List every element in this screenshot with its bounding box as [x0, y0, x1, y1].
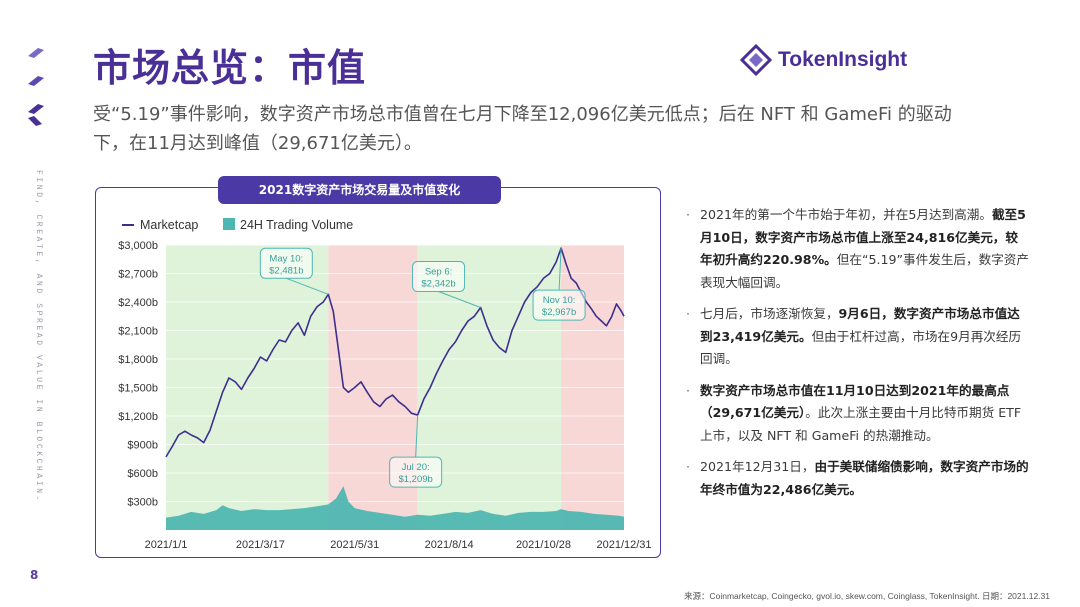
- y-tick-label: $1,800b: [118, 354, 158, 366]
- y-tick-label: $2,100b: [118, 326, 158, 338]
- annotation-leader: [558, 248, 562, 291]
- commentary-highlight: 9月6日，数字资产市场总市值达到23,419亿美元。: [700, 306, 1020, 344]
- annotation-value: $2,967b: [542, 307, 576, 318]
- commentary-list: · 2021年的第一个牛市始于年初，并在5月达到高潮。截至5月10日，数字资产市场…: [684, 204, 1029, 510]
- bullet-dot-icon: ·: [686, 459, 691, 474]
- annotation-date: May 10:: [269, 253, 303, 264]
- commentary-highlight: 由于美联储缩债影响，数字资产市场的年终市值为22,486亿美元。: [700, 459, 1029, 497]
- commentary-item: · 2021年12月31日，由于美联储缩债影响，数字资产市场的年终市值为22,48…: [684, 456, 1029, 501]
- y-tick-label: $1,200b: [118, 411, 158, 423]
- tokeninsight-logo-icon: [740, 44, 773, 76]
- annotation-value: $2,481b: [269, 265, 303, 276]
- side-tagline: FIND, CREATE, AND SPREAD VALUE IN BLOCKC…: [34, 170, 43, 504]
- x-tick-label: 2021/8/14: [425, 539, 474, 551]
- brand-name: TokenInsight: [778, 48, 908, 71]
- x-tick-label: 2021/12/31: [596, 539, 651, 551]
- annotation-value: $1,209b: [398, 474, 432, 485]
- chart-title: 2021数字资产市场交易量及市值变化: [218, 176, 501, 204]
- volume-area: [166, 486, 624, 530]
- y-tick-label: $300b: [127, 497, 158, 509]
- commentary-highlight: 截至5月10日，数字资产市场总市值上涨至24,816亿美元，较年初升高约220.…: [700, 207, 1026, 267]
- commentary-item: · 数字资产市场总市值在11月10日达到2021年的最高点（29,671亿美元）。…: [684, 380, 1029, 448]
- commentary-item: · 2021年的第一个牛市始于年初，并在5月达到高潮。截至5月10日，数字资产市场…: [684, 204, 1029, 294]
- page-title: 市场总览：市值: [93, 46, 367, 90]
- y-tick-label: $3,000b: [118, 240, 158, 252]
- annotation-leader: [286, 277, 329, 295]
- y-tick-label: $1,500b: [118, 383, 158, 395]
- annotation-date: Nov 10:: [543, 295, 576, 306]
- annotation-date: Jul 20:: [402, 462, 430, 473]
- y-tick-label: $900b: [127, 440, 158, 452]
- source-note: 来源：Coinmarketcap, Coingecko, gvol.io, sk…: [684, 591, 1050, 601]
- y-tick-label: $600b: [127, 468, 158, 480]
- bullet-dot-icon: ·: [686, 306, 691, 321]
- annotation-value: $2,342b: [421, 279, 455, 290]
- annotation-box: [259, 247, 313, 279]
- commentary-text: 2021年12月31日，: [700, 459, 815, 474]
- x-tick-label: 2021/3/17: [236, 539, 285, 551]
- commentary-text: 2021年的第一个牛市始于年初，并在5月达到高潮。: [700, 207, 992, 222]
- x-tick-label: 2021/5/31: [330, 539, 379, 551]
- annotation-leader: [438, 291, 481, 308]
- annotation-box: [532, 289, 586, 321]
- legend-volume-swatch: [223, 218, 235, 230]
- commentary-highlight: 数字资产市场总市值在11月10日达到2021年的最高点（29,671亿美元）: [700, 382, 1010, 421]
- y-tick-label: $2,700b: [118, 269, 158, 281]
- commentary-text: 但由于杠杆过高，市场在9月再次经历回调。: [700, 328, 1022, 367]
- marketcap-line: [165, 247, 625, 458]
- y-tick-label: $2,400b: [118, 297, 158, 309]
- annotation-date: Sep 6:: [425, 267, 452, 278]
- legend-marketcap-label: Marketcap: [140, 218, 198, 232]
- commentary-item: · 七月后，市场逐渐恢复，9月6日，数字资产市场总市值达到23,419亿美元。但由…: [684, 303, 1029, 371]
- legend-volume-label: 24H Trading Volume: [240, 218, 353, 232]
- commentary-text: 但在“5.19”事件发生后，数字资产表现大幅回调。: [700, 252, 1029, 290]
- bullet-dot-icon: ·: [686, 207, 691, 222]
- bullet-dot-icon: ·: [686, 382, 691, 398]
- subtitle: 受“5.19”事件影响，数字资产市场总市值曾在七月下降至12,096亿美元低点；…: [93, 104, 952, 154]
- annotation-box: [389, 456, 443, 488]
- x-tick-label: 2021/10/28: [516, 539, 571, 551]
- brand-logo: TokenInsight: [740, 44, 930, 76]
- commentary-text: 。此次上涨主要由十月比特币期货 ETF 上市，以及 NFT 和 GameFi 的…: [700, 405, 1022, 443]
- commentary-text: 七月后，市场逐渐恢复，: [700, 306, 839, 321]
- annotation-box: [412, 261, 466, 293]
- page-number: 8: [30, 568, 39, 582]
- annotation-leader: [415, 415, 419, 458]
- x-tick-label: 2021/1/1: [145, 539, 188, 551]
- marketcap-volume-chart: $300b $600b $900b $1,200b $1,500b $1,800b $2,1…: [118, 218, 652, 551]
- chevron-decoration-icon: [28, 48, 44, 126]
